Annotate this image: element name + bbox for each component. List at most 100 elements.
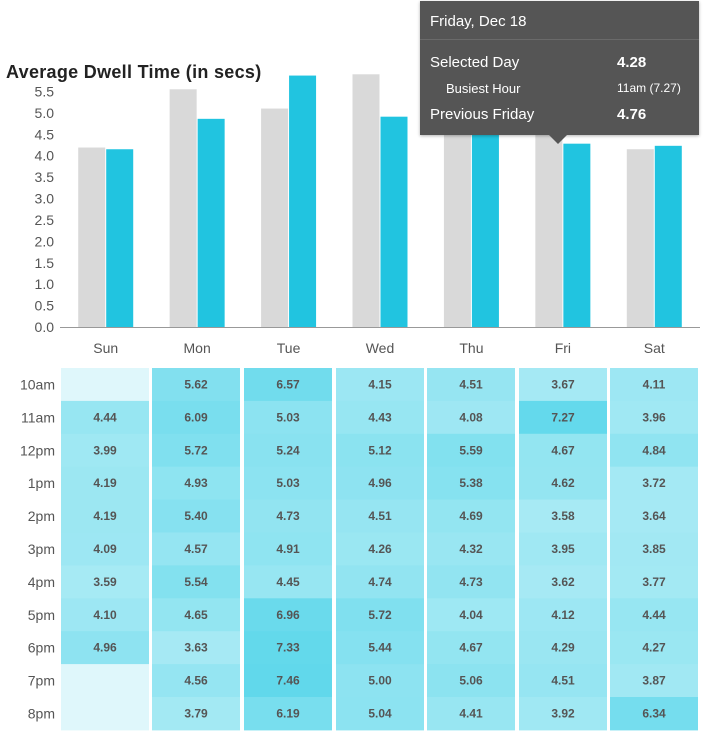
heatmap-cell-value: 4.10 [93, 608, 117, 622]
tooltip-divider [420, 39, 699, 40]
heatmap-cell-value: 4.27 [642, 641, 666, 655]
heatmap-cell-value: 5.00 [368, 674, 392, 688]
heatmap-cell-value: 6.57 [276, 377, 300, 391]
bar-previous [261, 108, 289, 327]
heatmap-cell [519, 631, 607, 665]
y-tick-label: 0.0 [35, 319, 55, 335]
heatmap-cell-value: 4.32 [459, 542, 483, 556]
heatmap-cell-value: 4.56 [184, 674, 208, 688]
heatmap-cell-value: 4.44 [93, 410, 117, 424]
heatmap-cell-value: 4.45 [276, 575, 300, 589]
heatmap-cell [152, 598, 240, 632]
heatmap-cell-value: 5.59 [459, 443, 483, 457]
heatmap-cell-value: 3.62 [551, 575, 575, 589]
heatmap-cell-value: 5.04 [368, 706, 392, 720]
heatmap-cell [244, 466, 332, 501]
heatmap-cell [336, 697, 424, 731]
bar-previous [169, 89, 197, 328]
heatmap-cell [519, 466, 607, 501]
heatmap-cell-value: 4.84 [642, 443, 666, 457]
heatmap-cell [244, 499, 332, 533]
x-tick-label: Sun [93, 340, 118, 356]
heatmap-cell-value: 5.72 [368, 608, 392, 622]
y-tick-label: 0.5 [35, 298, 55, 314]
heatmap-cell-value: 3.67 [551, 377, 575, 391]
heatmap-cell-value: 3.87 [642, 674, 666, 688]
heatmap-cell [519, 499, 607, 533]
tooltip-arrow [548, 134, 568, 144]
heatmap-row-label: 12pm [20, 442, 55, 458]
heatmap-cell [244, 532, 332, 566]
heatmap-cell-value: 4.08 [459, 410, 483, 424]
heatmap-cell [244, 631, 332, 665]
heatmap-cell [152, 400, 240, 435]
heatmap-cell-value: 3.79 [184, 706, 208, 720]
heatmap-cell [427, 400, 515, 435]
y-tick-label: 3.5 [35, 169, 55, 185]
bar-selected [197, 118, 225, 327]
heatmap-cell [519, 400, 607, 435]
bar-selected [289, 75, 317, 328]
tooltip-previous-value: 4.76 [617, 106, 647, 123]
heatmap-cell-value: 4.09 [93, 542, 117, 556]
heatmap-cell-value: 5.24 [276, 443, 300, 457]
heatmap-cell-value: 7.27 [551, 410, 575, 424]
heatmap-cell [519, 598, 607, 632]
x-tick-label: Fri [555, 340, 571, 356]
heatmap-cell-value: 3.72 [642, 476, 666, 490]
heatmap-cell-value: 4.04 [459, 608, 483, 622]
heatmap-cell [519, 532, 607, 566]
heatmap-cell [244, 368, 332, 402]
heatmap-row-label: 10am [20, 376, 55, 392]
heatmap-cell [152, 466, 240, 501]
heatmap-cell [61, 598, 149, 632]
heatmap-cell-value: 5.72 [184, 443, 208, 457]
heatmap-row-label: 8pm [28, 705, 55, 721]
heatmap-cell [152, 664, 240, 698]
heatmap-cell-value: 4.19 [93, 509, 117, 523]
heatmap-cell [427, 499, 515, 533]
heatmap-cell-value: 7.33 [276, 641, 300, 655]
heatmap-cell [610, 433, 698, 468]
heatmap-cell-value: 5.12 [368, 443, 392, 457]
heatmap-cell-value: 4.96 [93, 641, 117, 655]
heatmap-cell-value: 4.96 [368, 476, 392, 490]
heatmap-row-label: 2pm [28, 508, 55, 524]
x-tick-label: Wed [366, 340, 395, 356]
heatmap-cell [152, 433, 240, 468]
heatmap-cell-value: 4.19 [93, 476, 117, 490]
heatmap-cell [61, 532, 149, 566]
heatmap-cell-value: 6.96 [276, 608, 300, 622]
tooltip-title: Friday, Dec 18 [430, 13, 527, 30]
heatmap-cell-value: 5.03 [276, 410, 300, 424]
heatmap-cell [152, 368, 240, 402]
heatmap-cell [336, 466, 424, 501]
heatmap-cell-value: 5.54 [184, 575, 208, 589]
heatmap-cell-value: 4.51 [551, 674, 575, 688]
x-tick-label: Sat [644, 340, 665, 356]
heatmap-cell [61, 631, 149, 665]
heatmap-cell [61, 565, 149, 599]
heatmap-cell-value: 5.62 [184, 377, 208, 391]
tooltip-busiest-hour-value: 11am (7.27) [617, 81, 681, 95]
heatmap-cell-value: 4.73 [459, 575, 483, 589]
bar-selected [380, 116, 408, 328]
y-tick-label: 3.0 [35, 191, 55, 207]
heatmap-cell [61, 400, 149, 435]
heatmap-cell-value: 4.62 [551, 476, 575, 490]
heatmap-cell-value: 3.58 [551, 509, 575, 523]
heatmap-cell [61, 368, 149, 402]
heatmap-cell [61, 664, 149, 698]
heatmap-row-label: 4pm [28, 574, 55, 590]
bar-selected [563, 143, 591, 327]
heatmap-cell [519, 433, 607, 468]
heatmap-cell-value: 4.29 [551, 641, 575, 655]
heatmap-cell [519, 664, 607, 698]
heatmap-cell-value: 3.64 [642, 509, 666, 523]
heatmap-cell [610, 400, 698, 435]
tooltip-selected-day-value: 4.28 [617, 54, 647, 71]
heatmap-cell [152, 697, 240, 731]
heatmap-cell-value: 3.59 [93, 575, 117, 589]
heatmap-row-label: 6pm [28, 640, 55, 656]
heatmap-cell-value: 3.92 [551, 706, 575, 720]
